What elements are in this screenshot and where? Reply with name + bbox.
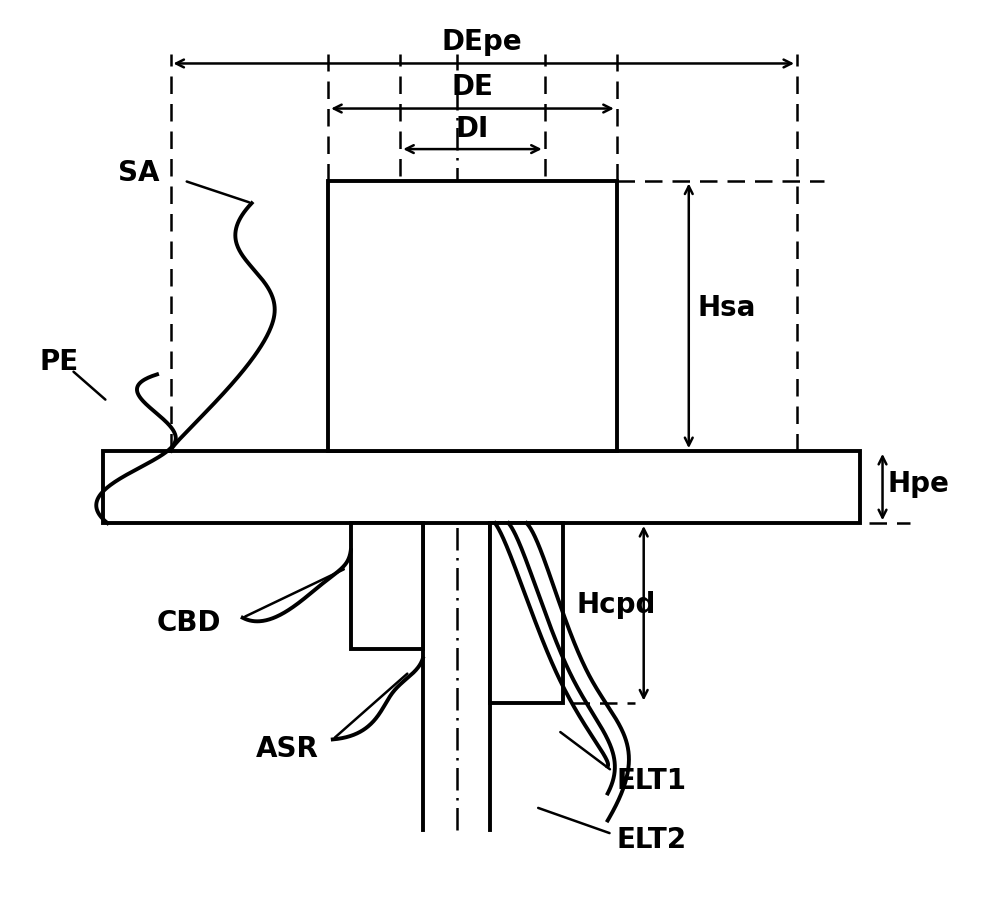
Text: DEpe: DEpe: [441, 28, 522, 56]
Bar: [329, 182, 617, 452]
Bar: [490, 524, 562, 703]
Text: PE: PE: [40, 348, 79, 376]
Text: Hpe: Hpe: [887, 469, 949, 497]
Text: ASR: ASR: [256, 734, 319, 762]
Text: Hcpd: Hcpd: [576, 591, 655, 619]
Text: ELT2: ELT2: [617, 824, 687, 852]
Text: ELT1: ELT1: [617, 766, 687, 794]
Text: DI: DI: [456, 116, 490, 144]
Text: SA: SA: [119, 158, 160, 186]
Text: DE: DE: [451, 73, 493, 101]
Bar: [351, 524, 423, 649]
Text: Hsa: Hsa: [697, 293, 756, 321]
Text: CBD: CBD: [157, 609, 222, 637]
Bar: [103, 452, 860, 524]
